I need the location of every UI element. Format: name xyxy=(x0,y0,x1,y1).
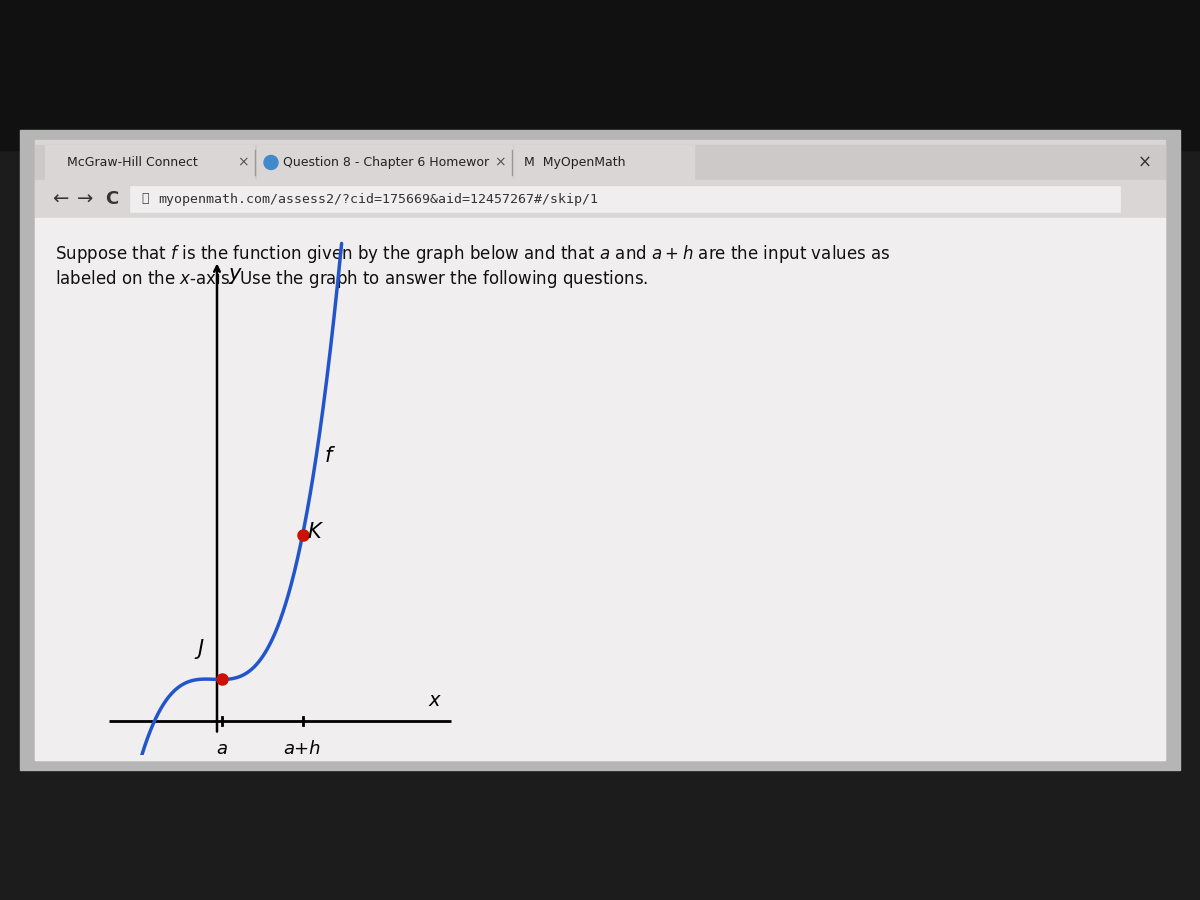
Text: ×: × xyxy=(1138,154,1152,172)
Text: 🔒: 🔒 xyxy=(142,193,149,205)
Text: a: a xyxy=(216,740,227,758)
Circle shape xyxy=(264,156,278,169)
Text: Suppose that $f$ is the function given by the graph below and that $a$ and $a + : Suppose that $f$ is the function given b… xyxy=(55,243,890,265)
Bar xyxy=(35,140,1165,760)
Text: ×: × xyxy=(494,156,506,169)
Text: McGraw-Hill Connect: McGraw-Hill Connect xyxy=(67,156,198,169)
Text: M  MyOpenMath: M MyOpenMath xyxy=(524,156,625,169)
Text: y: y xyxy=(228,265,241,284)
Text: f: f xyxy=(325,446,332,466)
Bar xyxy=(20,130,1180,770)
Bar xyxy=(35,218,1165,760)
Bar xyxy=(130,186,1120,212)
Bar xyxy=(35,180,1165,218)
Text: C: C xyxy=(106,190,119,208)
Text: J: J xyxy=(197,639,204,659)
Text: a+h: a+h xyxy=(283,740,322,758)
Text: myopenmath.com/assess2/?cid=175669&aid=12457267#/skip/1: myopenmath.com/assess2/?cid=175669&aid=1… xyxy=(158,193,598,205)
Bar xyxy=(514,145,694,180)
Bar xyxy=(35,145,1165,180)
Text: ←: ← xyxy=(52,190,68,209)
Bar xyxy=(46,145,256,180)
Text: K: K xyxy=(308,522,322,542)
Text: ×: × xyxy=(238,156,248,169)
Text: x: x xyxy=(428,691,440,710)
Bar xyxy=(257,145,512,180)
Text: →: → xyxy=(77,190,94,209)
Text: Question 8 - Chapter 6 Homewor: Question 8 - Chapter 6 Homewor xyxy=(283,156,490,169)
Text: labeled on the $x$-axis. Use the graph to answer the following questions.: labeled on the $x$-axis. Use the graph t… xyxy=(55,268,648,290)
Bar xyxy=(0,0,1200,150)
